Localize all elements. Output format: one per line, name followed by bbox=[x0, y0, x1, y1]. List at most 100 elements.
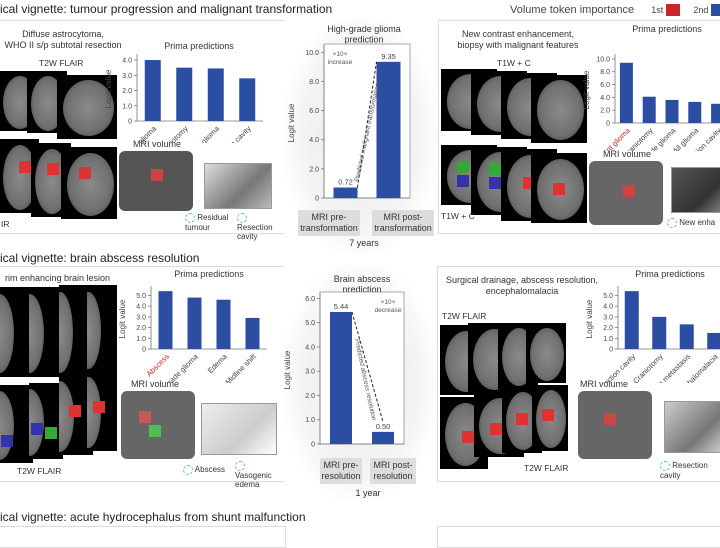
trend-arrow bbox=[357, 61, 377, 188]
mri-slice-segmented bbox=[61, 147, 117, 219]
interval-label: 7 years bbox=[349, 238, 379, 248]
sequence-label: T2W FLAIR bbox=[524, 463, 569, 473]
legend-abscess: Abscess bbox=[183, 465, 225, 475]
post-label: MRI post-resolution bbox=[370, 458, 416, 484]
y-tick-label: 2.0 bbox=[305, 393, 315, 400]
bar-mri-post-resolution bbox=[372, 431, 394, 444]
token-cube bbox=[204, 163, 272, 209]
bar-craniotomy bbox=[652, 316, 667, 349]
y-tick-label: 4.0 bbox=[309, 137, 319, 144]
bar-resection-cavity bbox=[624, 291, 639, 349]
mri-slice bbox=[29, 287, 63, 377]
mri-slice bbox=[57, 75, 117, 139]
x-tick-label: Resection cavity bbox=[592, 352, 637, 383]
chart-title: Prima predictions bbox=[164, 41, 234, 51]
y-tick-label: 6.0 bbox=[305, 296, 315, 303]
fold-change-annotation: ×10× increase bbox=[328, 51, 353, 66]
y-axis-label: Logit value bbox=[104, 69, 113, 108]
bar-high-grade-glioma bbox=[187, 297, 202, 349]
mri-slice bbox=[531, 75, 587, 143]
bar-chart-prima-predictions: Prima predictions 0 1.0 2.0 3.0 4.0 5.0 Logit v… bbox=[586, 269, 720, 383]
bar-low-grade-glioma bbox=[665, 99, 679, 123]
y-axis-label: Logit value bbox=[284, 350, 292, 389]
x-tick-label: Craniotomy bbox=[156, 124, 190, 143]
vignette1-title: ical vignette: tumour progression and ma… bbox=[0, 2, 333, 16]
bar-mri-post-transformation bbox=[376, 61, 401, 199]
y-tick-label: 4.0 bbox=[122, 58, 132, 65]
y-tick-label: 0 bbox=[606, 121, 610, 128]
chart-title: Prima predictions bbox=[632, 24, 702, 34]
vignette1-left-panel: Diffuse astrocytoma, WHO II s/p subtotal… bbox=[0, 20, 286, 241]
x-tick-label: Abscess bbox=[144, 352, 171, 379]
vignette3-right-panel bbox=[437, 526, 720, 548]
legend-residual-tumour: Residual tumour bbox=[185, 213, 229, 232]
mri-slice bbox=[59, 285, 89, 377]
x-tick-label: Midline shift bbox=[224, 351, 259, 383]
pre-label: MRI pre-resolution bbox=[320, 458, 362, 484]
pre-label: MRI pre-transformation bbox=[298, 210, 360, 236]
sequence-label: T2W FLAIR bbox=[39, 58, 84, 68]
y-tick-label: 8.0 bbox=[600, 69, 610, 76]
mri-volume-render bbox=[119, 151, 193, 211]
y-tick-label: 2.0 bbox=[122, 88, 132, 95]
legend-title: Volume token importance bbox=[510, 4, 635, 16]
bar-chart-prima-predictions: Prima predictions 0 2.0 4.0 6.0 8.0 10.0 Logit … bbox=[583, 24, 720, 151]
vignette3-title: ical vignette: acute hydrocephalus from … bbox=[0, 510, 306, 524]
sequence-label: T1W + C bbox=[441, 211, 475, 221]
bar-low-grade-glioma bbox=[144, 60, 161, 121]
y-tick-label: 10.0 bbox=[305, 50, 319, 57]
y-axis-label: Logit value bbox=[287, 103, 296, 142]
panel-caption: Diffuse astrocytoma, WHO II s/p subtotal… bbox=[4, 29, 122, 50]
legend-second-label: 2nd bbox=[693, 5, 709, 15]
chart-title: High-grade glioma prediction bbox=[327, 24, 401, 44]
bar-encephalomalacia bbox=[707, 332, 720, 349]
vignette2-left-panel: rim enhancing brain lesion T2W FLAIR MRI… bbox=[0, 266, 286, 489]
bar-mri-pre-transformation bbox=[333, 187, 358, 198]
bar-edema bbox=[216, 299, 231, 349]
y-tick-label: 5.0 bbox=[305, 320, 315, 327]
y-tick-label: 4.0 bbox=[600, 95, 610, 102]
chart-title: Prima predictions bbox=[635, 269, 705, 279]
y-tick-label: 3.0 bbox=[305, 369, 315, 376]
sequence-label: T1W + C bbox=[497, 58, 531, 68]
y-tick-label: 2.0 bbox=[309, 166, 319, 173]
x-tick-label: All glioma bbox=[192, 123, 222, 143]
fold-change-annotation: ×10× decrease bbox=[375, 299, 402, 314]
vignette2-center: Brain abscess prediction 0 1.0 2.0 3.0 4.0 5.0 6… bbox=[284, 264, 436, 500]
panel-caption: New contrast enhancement, biopsy with ma… bbox=[457, 29, 579, 50]
y-axis-label: Logit value bbox=[118, 299, 127, 338]
mri-slice-segmented bbox=[531, 153, 587, 223]
mri-slice bbox=[526, 323, 566, 383]
bar-craniotomy bbox=[176, 67, 193, 121]
y-tick-label: 2.0 bbox=[603, 325, 613, 332]
red-cube-icon bbox=[666, 4, 681, 17]
bar-all-glioma bbox=[207, 68, 224, 121]
mri-volume-render bbox=[589, 161, 663, 225]
volume-label: MRI volume bbox=[130, 379, 179, 389]
y-tick-label: 0 bbox=[311, 442, 315, 449]
mri-slice bbox=[87, 285, 117, 373]
mri-slice-segmented bbox=[87, 371, 117, 451]
bar-brain-metastasis bbox=[679, 324, 694, 349]
y-tick-label: 4.0 bbox=[603, 304, 613, 311]
y-tick-label: 3.0 bbox=[136, 314, 146, 321]
bar-chart-prima-predictions: Prima predictions 0 1.0 2.0 3.0 4.0 5.0 Logit v… bbox=[118, 269, 267, 383]
vignette2-right-panel: Surgical drainage, abscess resolution, e… bbox=[437, 266, 720, 482]
volume-label: MRI volume bbox=[602, 149, 651, 159]
y-tick-label: 1.0 bbox=[305, 417, 315, 424]
bar-midline-shift bbox=[245, 317, 260, 349]
chart-title: Brain abscess prediction bbox=[334, 274, 391, 294]
bar-mri-pre-resolution bbox=[330, 312, 352, 444]
legend-vasogenic-edema: Vasogenic edema bbox=[235, 461, 283, 489]
bar-all-glioma bbox=[688, 101, 702, 123]
chart-title: Prima predictions bbox=[174, 269, 244, 279]
legend-first-label: 1st bbox=[651, 5, 664, 15]
vignette1-right-panel: New contrast enhancement, biopsy with ma… bbox=[438, 20, 720, 234]
y-tick-label: 0 bbox=[315, 196, 319, 203]
y-tick-label: 3.0 bbox=[603, 314, 613, 321]
bar-resection-cavity bbox=[711, 103, 720, 123]
token-cube bbox=[201, 403, 277, 455]
y-tick-label: 0 bbox=[128, 119, 132, 126]
data-label: 0.72 bbox=[338, 178, 353, 187]
y-tick-label: 4.0 bbox=[136, 304, 146, 311]
